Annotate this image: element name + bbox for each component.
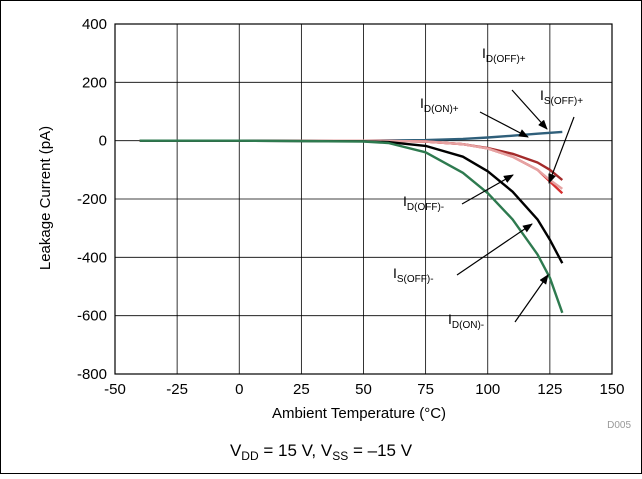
arrow-id-on-plus — [479, 111, 529, 138]
plot-area — [114, 23, 613, 375]
label-id-off-plus: ID(OFF)+ — [482, 45, 526, 65]
arrow-is-off-plus — [548, 116, 575, 184]
y-tick-label: -200 — [77, 191, 107, 208]
y-tick-label: 400 — [82, 16, 107, 33]
label-id-off-minus: ID(OFF)- — [403, 193, 444, 213]
y-tick-label: -600 — [77, 308, 107, 325]
arrow-is-off-minus — [456, 223, 533, 276]
annotation-id-off-plus: ID(OFF)+ — [482, 45, 548, 130]
x-tick-label: 0 — [235, 381, 243, 398]
x-axis-ticks: -50 -25 0 25 50 75 100 125 150 — [104, 381, 624, 398]
y-tick-label: 0 — [99, 133, 107, 150]
series-layer — [139, 130, 564, 314]
series-line-idon-plus — [139, 139, 564, 181]
arrow-id-off-minus — [461, 174, 514, 205]
annotation-is-off-plus: IS(OFF)+ — [540, 87, 583, 184]
x-tick-label: 125 — [537, 381, 562, 398]
series-line-idon-minus — [139, 139, 564, 314]
y-axis-label: Leakage Current (pA) — [37, 126, 54, 270]
annotation-id-on-minus: ID(ON)- — [448, 274, 549, 331]
series-line-idoff-plus — [139, 130, 563, 142]
figure-id: D005 — [607, 420, 631, 431]
label-id-on-minus: ID(ON)- — [448, 311, 484, 331]
grid — [115, 24, 612, 374]
label-id-on-plus: ID(ON)+ — [420, 95, 459, 115]
y-tick-label: -800 — [77, 366, 107, 383]
x-tick-label: 150 — [599, 381, 624, 398]
annotation-id-on-plus: ID(ON)+ — [420, 95, 529, 138]
series-line-isoff-minus — [139, 139, 564, 264]
x-tick-label: 25 — [293, 381, 310, 398]
y-tick-label: -400 — [77, 249, 107, 266]
x-tick-label: -25 — [166, 381, 188, 398]
y-axis-ticks: 400 200 0 -200 -400 -600 -800 — [77, 16, 107, 383]
x-tick-label: 100 — [475, 381, 500, 398]
x-tick-label: 50 — [355, 381, 372, 398]
supply-voltage-caption: VDD = 15 V, VSS = –15 V — [230, 441, 413, 463]
annotation-id-off-minus: ID(OFF)- — [403, 174, 514, 213]
x-tick-label: 75 — [417, 381, 434, 398]
series-line-isoff-plus — [139, 139, 564, 195]
label-is-off-plus: IS(OFF)+ — [540, 87, 583, 107]
x-axis-label: Ambient Temperature (°C) — [272, 405, 446, 422]
arrow-id-off-plus — [511, 89, 548, 130]
y-tick-label: 200 — [82, 74, 107, 91]
annotation-layer: ID(OFF)+ ID(ON)+ IS(OFF)+ ID(OFF)- IS(OF… — [393, 45, 583, 331]
label-is-off-minus: IS(OFF)- — [393, 265, 434, 285]
arrow-id-on-minus — [514, 274, 549, 323]
x-tick-label: -50 — [104, 381, 126, 398]
annotation-is-off-minus: IS(OFF)- — [393, 223, 533, 285]
